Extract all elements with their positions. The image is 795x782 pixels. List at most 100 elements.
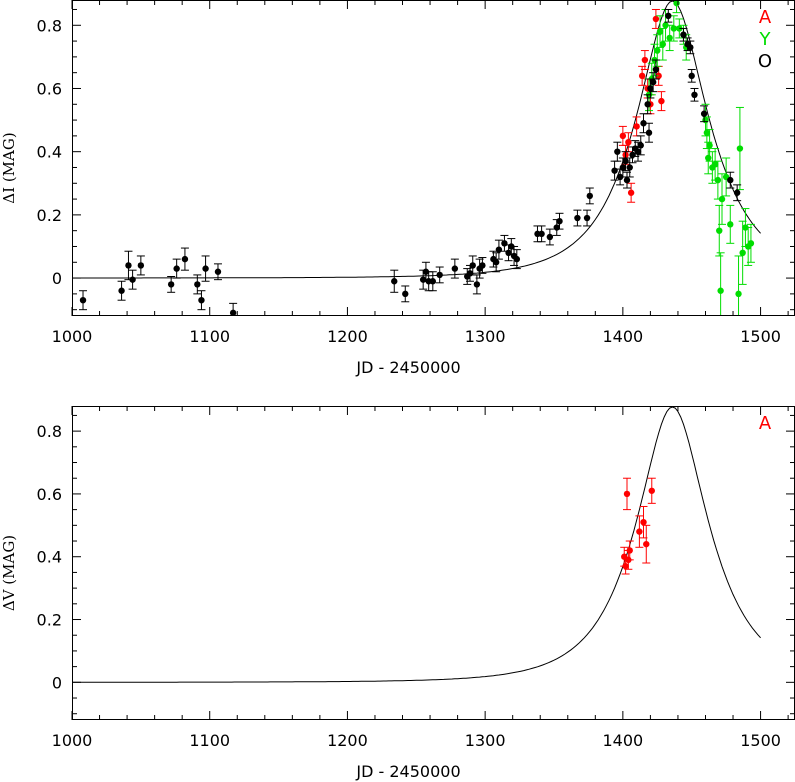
data-point bbox=[429, 278, 437, 285]
data-point bbox=[137, 262, 145, 269]
data-point bbox=[574, 214, 581, 222]
panel-top-y-axis-label: ΔI (MAG) bbox=[0, 132, 18, 203]
bottom-x-tick-label: 1400 bbox=[602, 731, 643, 750]
data-point bbox=[717, 287, 724, 294]
bottom-model-curve bbox=[72, 406, 761, 683]
panel-bottom-frame bbox=[72, 406, 795, 720]
data-point bbox=[553, 224, 560, 231]
top-y-tick-label: 0.4 bbox=[37, 143, 62, 162]
panel-top-delta-i: 1000 1100 1200 1300 1400 1500 0 0.2 0.4 0.6 0.8 JD… bbox=[0, 0, 795, 377]
data-point bbox=[735, 290, 742, 298]
data-point bbox=[173, 265, 180, 272]
top-model-curve bbox=[72, 0, 761, 279]
data-point bbox=[556, 218, 563, 225]
panel-bottom-delta-v: 1000 1100 1200 1300 1400 1500 0 0.2 0.4 0.6 0.8 JD… bbox=[0, 406, 795, 781]
data-point bbox=[181, 255, 189, 263]
data-point bbox=[79, 297, 87, 304]
data-point bbox=[716, 227, 723, 234]
bottom-y-tick-label: 0 bbox=[52, 673, 62, 692]
data-point bbox=[194, 281, 201, 288]
data-point bbox=[727, 221, 734, 228]
top-x-tick-label: 1200 bbox=[327, 327, 368, 346]
bottom-legend-a: A bbox=[759, 413, 772, 434]
data-point bbox=[645, 129, 653, 136]
data-point bbox=[622, 562, 629, 570]
data-point bbox=[702, 116, 709, 124]
top-legend-o: O bbox=[758, 51, 772, 72]
data-point bbox=[622, 157, 629, 165]
top-y-tick-label: 0.6 bbox=[37, 79, 62, 98]
data-point bbox=[466, 270, 474, 277]
data-point bbox=[652, 66, 660, 73]
bottom-y-tick-label: 0.8 bbox=[37, 422, 62, 441]
data-point bbox=[654, 47, 661, 54]
data-point bbox=[583, 214, 591, 222]
data-point bbox=[733, 189, 741, 196]
data-point bbox=[659, 41, 666, 48]
data-point bbox=[676, 25, 683, 32]
data-point bbox=[736, 145, 744, 152]
data-point bbox=[634, 148, 642, 155]
top-y-tick-label: 0.8 bbox=[37, 16, 62, 35]
bottom-y-tick-label: 0.6 bbox=[37, 485, 62, 504]
data-point bbox=[652, 15, 660, 23]
data-point bbox=[687, 44, 694, 51]
data-point bbox=[633, 123, 640, 130]
data-point bbox=[703, 129, 711, 136]
data-point bbox=[202, 265, 209, 272]
data-point bbox=[619, 132, 627, 140]
top-legend-a: A bbox=[759, 7, 772, 28]
data-point bbox=[546, 233, 554, 241]
bottom-x-tick-label: 1100 bbox=[189, 731, 230, 750]
data-point bbox=[739, 249, 746, 256]
bottom-x-tick-label: 1300 bbox=[465, 731, 506, 750]
data-point bbox=[640, 120, 647, 127]
bottom-series-a bbox=[620, 477, 656, 575]
top-x-tick-label: 1000 bbox=[52, 327, 93, 346]
data-point bbox=[229, 309, 237, 317]
data-point bbox=[495, 246, 503, 253]
data-point bbox=[641, 56, 649, 64]
top-series-a bbox=[618, 8, 666, 203]
data-point bbox=[627, 189, 635, 196]
data-point bbox=[118, 287, 125, 294]
data-point bbox=[691, 91, 698, 99]
bottom-y-tick-label: 0.4 bbox=[37, 548, 62, 567]
panel-bottom-x-axis-label: JD - 2450000 bbox=[355, 762, 460, 781]
data-point bbox=[505, 249, 512, 256]
data-point bbox=[626, 164, 633, 171]
top-y-tick-label: 0 bbox=[52, 269, 62, 288]
panel-bottom-marks bbox=[72, 406, 761, 683]
data-point bbox=[727, 176, 734, 184]
data-point bbox=[718, 195, 726, 203]
data-point bbox=[648, 487, 655, 494]
data-point bbox=[656, 28, 664, 35]
data-point bbox=[700, 110, 708, 117]
data-point bbox=[614, 148, 621, 155]
data-point bbox=[619, 164, 627, 171]
data-point bbox=[501, 240, 508, 247]
top-x-tick-label: 1100 bbox=[189, 327, 230, 346]
data-point bbox=[479, 262, 486, 269]
data-point bbox=[513, 255, 521, 263]
data-point bbox=[391, 278, 398, 285]
data-point bbox=[125, 262, 132, 269]
data-point bbox=[640, 518, 647, 526]
top-y-tick-label: 0.2 bbox=[37, 206, 62, 225]
data-point bbox=[680, 31, 687, 38]
data-point bbox=[623, 490, 631, 498]
top-x-tick-label: 1400 bbox=[602, 327, 643, 346]
data-point bbox=[586, 192, 594, 200]
data-point bbox=[214, 268, 222, 275]
data-point bbox=[705, 154, 712, 162]
bottom-x-tick-label: 1500 bbox=[740, 731, 781, 750]
data-point bbox=[198, 297, 205, 304]
data-point bbox=[167, 281, 175, 288]
data-point bbox=[658, 97, 665, 105]
data-point bbox=[714, 176, 722, 184]
data-point bbox=[623, 176, 631, 184]
data-point bbox=[647, 85, 654, 92]
data-point bbox=[473, 281, 481, 288]
data-point bbox=[666, 34, 673, 42]
